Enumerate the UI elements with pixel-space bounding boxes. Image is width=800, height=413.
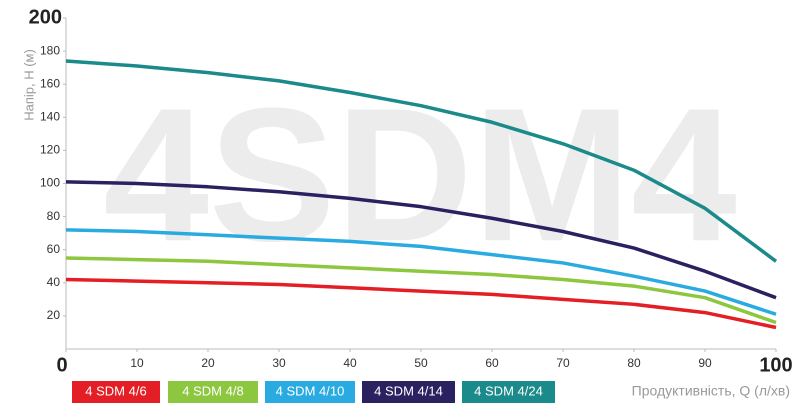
y-tick-label: 80 <box>47 209 61 223</box>
y-tick-label: 200 <box>29 6 62 28</box>
y-tick-label: 180 <box>40 43 60 57</box>
y-tick-label: 100 <box>40 176 60 190</box>
series-line <box>65 180 777 300</box>
x-tick-label: 20 <box>201 356 215 370</box>
y-tick-label: 20 <box>47 308 61 322</box>
x-axis-label: Продуктивність, Q (л/хв) <box>632 383 790 399</box>
x-tick-label: 40 <box>343 356 357 370</box>
legend-label: 4 SDM 4/14 <box>374 383 443 398</box>
x-tick-label: 30 <box>272 356 286 370</box>
legend-label: 4 SDM 4/6 <box>85 383 146 398</box>
y-tick-label: 120 <box>40 143 60 157</box>
legend-label: 4 SDM 4/24 <box>474 383 543 398</box>
x-tick-label: 100 <box>759 354 792 376</box>
y-tick-label: 40 <box>47 275 61 289</box>
x-tick-label: 70 <box>556 356 570 370</box>
legend-swatch <box>72 381 160 403</box>
x-tick-label: 10 <box>130 356 144 370</box>
y-tick-label: 60 <box>47 242 61 256</box>
legend-label: 4 SDM 4/8 <box>182 383 243 398</box>
legend-swatch <box>265 381 355 403</box>
series-line <box>65 59 778 263</box>
legend-swatch <box>362 381 455 403</box>
x-tick-label: 80 <box>627 356 641 370</box>
legend-label: 4 SDM 4/10 <box>276 383 345 398</box>
y-tick-label: 140 <box>40 109 60 123</box>
y-axis-label: Напір, Н (м) <box>21 49 36 121</box>
legend-swatch <box>168 381 258 403</box>
x-tick-label: 60 <box>485 356 499 370</box>
legend-swatch <box>462 381 555 403</box>
x-tick-label: 0 <box>56 354 67 376</box>
y-tick-label: 160 <box>40 76 60 90</box>
series-line <box>65 228 777 316</box>
x-tick-label: 90 <box>698 356 712 370</box>
x-tick-label: 50 <box>414 356 428 370</box>
series-line <box>65 277 777 330</box>
series-line <box>65 256 777 325</box>
